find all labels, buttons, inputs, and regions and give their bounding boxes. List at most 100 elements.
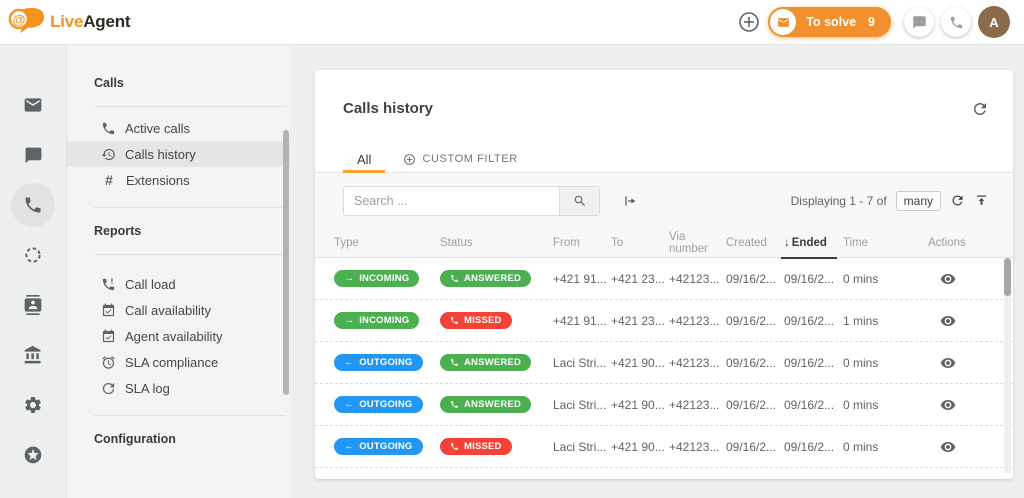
view-call-button[interactable] [936, 271, 960, 287]
ended-cell: 09/16/2... [784, 439, 835, 454]
column-header-created[interactable]: Created [726, 236, 767, 249]
direction-arrow-icon: ← [344, 398, 355, 410]
search-button[interactable] [559, 186, 599, 215]
logo-bubble-icon: @ [8, 4, 46, 41]
rail-item-portal[interactable] [11, 333, 55, 377]
via-number-cell: +42123... [669, 439, 720, 454]
table-row[interactable]: ← OUTGOING ANSWERED Laci Stri... +421 90.… [315, 342, 1013, 384]
calls-button[interactable] [941, 7, 971, 37]
call-status-badge: ANSWERED [440, 396, 532, 413]
sidebar-item-call-load[interactable]: Call load [67, 271, 290, 297]
sidebar-scrollbar[interactable] [283, 130, 289, 395]
created-cell: 09/16/2... [726, 271, 777, 286]
rail-item-settings[interactable] [11, 383, 55, 427]
list-refresh-button[interactable] [950, 193, 965, 208]
phone-icon [25, 197, 41, 213]
table-row[interactable]: ← OUTGOING MISSED Laci Stri... +421 90...… [315, 426, 1013, 468]
sort-desc-icon: ↓ [784, 236, 790, 249]
sidebar-item-sla-log[interactable]: SLA log [67, 375, 290, 401]
view-call-button[interactable] [936, 439, 960, 455]
avatar[interactable]: A [978, 6, 1010, 38]
export-button[interactable] [974, 193, 989, 208]
table-row[interactable]: ← OUTGOING ANSWERED Laci Stri... +421 90.… [315, 384, 1013, 426]
sidebar-item-agent-availability[interactable]: Agent availability [67, 323, 290, 349]
call-status-badge: MISSED [440, 438, 512, 455]
refresh-icon [952, 195, 963, 206]
rail-item-chat[interactable] [11, 133, 55, 177]
column-header-to[interactable]: To [611, 236, 624, 249]
divider [94, 415, 286, 416]
sidebar-item-sla-compliance[interactable]: SLA compliance [67, 349, 290, 375]
calendar-check-icon [102, 329, 115, 342]
divider [94, 207, 286, 208]
column-header-from[interactable]: From [553, 236, 580, 249]
phone-icon [102, 122, 115, 134]
divider [94, 106, 286, 107]
sidebar-item-calls-history[interactable]: Calls history [67, 141, 290, 167]
to-solve-button[interactable]: To solve 9 [768, 7, 891, 37]
view-call-button[interactable] [936, 313, 960, 329]
ended-cell: 09/16/2... [784, 271, 835, 286]
from-cell: Laci Stri... [553, 355, 607, 370]
clock-refresh-icon [102, 382, 115, 394]
dashed-circle-icon [25, 247, 41, 263]
direction-arrow-icon: ← [344, 356, 355, 368]
time-cell: 0 mins [843, 439, 879, 454]
created-cell: 09/16/2... [726, 439, 777, 454]
to-cell: +421 23... [611, 313, 665, 328]
rail-item-mail[interactable] [11, 83, 55, 127]
time-cell: 1 mins [843, 313, 879, 328]
table-scrollbar-thumb[interactable] [1004, 258, 1011, 296]
alarm-clock-icon [102, 355, 115, 369]
from-cell: Laci Stri... [553, 439, 607, 454]
sidebar-item-call-availability[interactable]: Call availability [67, 297, 290, 323]
arrow-from-bar-icon [625, 195, 636, 206]
history-icon [101, 148, 115, 160]
time-cell: 0 mins [843, 397, 879, 412]
envelope-icon [770, 9, 797, 35]
circled-plus-icon [404, 153, 416, 165]
search-input[interactable] [344, 186, 559, 215]
rail-item-getting-started[interactable] [11, 433, 55, 477]
created-cell: 09/16/2... [726, 313, 777, 328]
total-count-badge[interactable]: many [895, 190, 941, 211]
table-row[interactable]: → INCOMING ANSWERED +421 91... +421 23...… [315, 258, 1013, 300]
to-cell: +421 90... [611, 439, 665, 454]
table-body: → INCOMING ANSWERED +421 91... +421 23...… [315, 258, 1013, 468]
column-header-ended-sorted[interactable]: ↓ Ended [781, 228, 840, 259]
call-type-badge: ← OUTGOING [334, 438, 423, 456]
call-status-badge: ANSWERED [440, 354, 532, 371]
section-heading-configuration: Configuration [94, 432, 176, 446]
table-scrollbar[interactable] [1004, 258, 1011, 474]
to-cell: +421 90... [611, 355, 665, 370]
bank-building-icon [24, 345, 41, 364]
panel-refresh-button[interactable] [971, 100, 989, 145]
column-header-status[interactable]: Status [440, 236, 473, 249]
column-header-type[interactable]: Type [334, 236, 359, 249]
phone-icon [451, 275, 458, 282]
view-call-button[interactable] [936, 355, 960, 371]
flag-filter-button[interactable] [622, 193, 638, 209]
view-call-button[interactable] [936, 397, 960, 413]
table-toolbar: Displaying 1 - 7 of many [315, 173, 1013, 228]
rail-item-status[interactable] [11, 233, 55, 277]
sidebar-item-active-calls[interactable]: Active calls [67, 115, 290, 141]
rail-item-calls[interactable] [11, 183, 55, 227]
tab-custom-filter[interactable]: CUSTOM FILTER [389, 145, 531, 173]
call-type-badge: → INCOMING [334, 312, 420, 330]
add-button[interactable] [737, 10, 762, 34]
icon-rail [0, 45, 66, 498]
rail-item-customers[interactable] [11, 283, 55, 327]
eye-icon [940, 357, 956, 368]
table-row[interactable]: → INCOMING MISSED +421 91... +421 23... +… [315, 300, 1013, 342]
tab-all[interactable]: All [343, 145, 386, 173]
column-header-via-number[interactable]: Via number [669, 230, 708, 255]
via-number-cell: +42123... [669, 313, 720, 328]
chats-button[interactable] [904, 7, 934, 37]
liveagent-logo[interactable]: @ LiveAgent [8, 4, 131, 41]
column-header-time[interactable]: Time [843, 236, 869, 249]
call-type-badge: → INCOMING [334, 270, 420, 288]
calendar-check-icon [102, 303, 115, 316]
time-cell: 0 mins [843, 355, 879, 370]
sidebar-item-extensions[interactable]: # Extensions [67, 167, 290, 193]
